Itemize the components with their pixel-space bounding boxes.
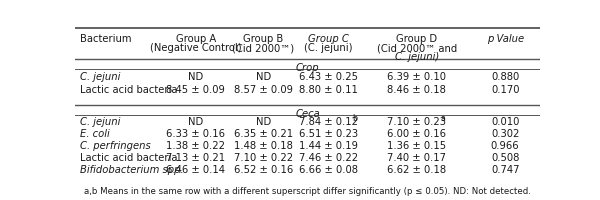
Text: Group A: Group A [176, 34, 216, 44]
Text: 6.66 ± 0.08: 6.66 ± 0.08 [299, 165, 358, 175]
Text: 1.48 ± 0.18: 1.48 ± 0.18 [234, 141, 293, 151]
Text: (Cid 2000™): (Cid 2000™) [232, 43, 295, 53]
Text: 6.35 ± 0.21: 6.35 ± 0.21 [234, 129, 293, 139]
Text: 6.00 ± 0.16: 6.00 ± 0.16 [387, 129, 446, 139]
Text: a: a [441, 114, 446, 123]
Text: 0.966: 0.966 [491, 141, 520, 151]
Text: (Negative Control): (Negative Control) [150, 43, 242, 53]
Text: 0.508: 0.508 [491, 153, 520, 163]
Text: ND: ND [188, 72, 203, 82]
Text: 7.84 ± 0.12: 7.84 ± 0.12 [299, 117, 358, 127]
Text: Crop: Crop [296, 63, 319, 73]
Text: 6.46 ± 0.14: 6.46 ± 0.14 [166, 165, 226, 175]
Text: E. coli: E. coli [80, 129, 109, 139]
Text: 6.52 ± 0.16: 6.52 ± 0.16 [234, 165, 293, 175]
Text: ND: ND [256, 72, 271, 82]
Text: 7.13 ± 0.21: 7.13 ± 0.21 [166, 153, 226, 163]
Text: 6.43 ± 0.25: 6.43 ± 0.25 [299, 72, 358, 82]
Text: C. jejuni: C. jejuni [80, 117, 120, 127]
Text: 1.38 ± 0.22: 1.38 ± 0.22 [166, 141, 226, 151]
Text: 6.39 ± 0.10: 6.39 ± 0.10 [387, 72, 446, 82]
Text: Bacterium: Bacterium [80, 34, 131, 44]
Text: ND: ND [188, 117, 203, 127]
Text: C. perfringens: C. perfringens [80, 141, 151, 151]
Text: 0.880: 0.880 [491, 72, 519, 82]
Text: 6.33 ± 0.16: 6.33 ± 0.16 [166, 129, 226, 139]
Text: b: b [353, 114, 358, 123]
Text: 1.44 ± 0.19: 1.44 ± 0.19 [299, 141, 358, 151]
Text: Ceca: Ceca [295, 109, 320, 119]
Text: 6.51 ± 0.23: 6.51 ± 0.23 [299, 129, 358, 139]
Text: 6.62 ± 0.18: 6.62 ± 0.18 [387, 165, 446, 175]
Text: 8.45 ± 0.09: 8.45 ± 0.09 [166, 85, 226, 95]
Text: 8.57 ± 0.09: 8.57 ± 0.09 [234, 85, 293, 95]
Text: 0.170: 0.170 [491, 85, 520, 95]
Text: Lactic acid bacteria: Lactic acid bacteria [80, 85, 177, 95]
Text: Lactic acid bacteria: Lactic acid bacteria [80, 153, 177, 163]
Text: 1.36 ± 0.15: 1.36 ± 0.15 [387, 141, 446, 151]
Text: C. jejuni): C. jejuni) [395, 52, 439, 62]
Text: 7.10 ± 0.23: 7.10 ± 0.23 [387, 117, 446, 127]
Text: Group D: Group D [396, 34, 437, 44]
Text: Group B: Group B [243, 34, 283, 44]
Text: Group C: Group C [308, 34, 349, 44]
Text: a,b Means in the same row with a different superscript differ significantly (p ≤: a,b Means in the same row with a differe… [84, 187, 531, 196]
Text: (Cid 2000™ and: (Cid 2000™ and [377, 43, 457, 53]
Text: 7.46 ± 0.22: 7.46 ± 0.22 [299, 153, 358, 163]
Text: 0.302: 0.302 [491, 129, 520, 139]
Text: 7.10 ± 0.22: 7.10 ± 0.22 [234, 153, 293, 163]
Text: p Value: p Value [487, 34, 524, 44]
Text: 8.46 ± 0.18: 8.46 ± 0.18 [388, 85, 446, 95]
Text: 7.40 ± 0.17: 7.40 ± 0.17 [387, 153, 446, 163]
Text: 0.010: 0.010 [491, 117, 520, 127]
Text: 0.747: 0.747 [491, 165, 520, 175]
Text: ND: ND [256, 117, 271, 127]
Text: (C. jejuni): (C. jejuni) [304, 43, 353, 53]
Text: 8.80 ± 0.11: 8.80 ± 0.11 [299, 85, 358, 95]
Text: Bifidobacterium spp.: Bifidobacterium spp. [80, 165, 183, 175]
Text: C. jejuni: C. jejuni [80, 72, 120, 82]
